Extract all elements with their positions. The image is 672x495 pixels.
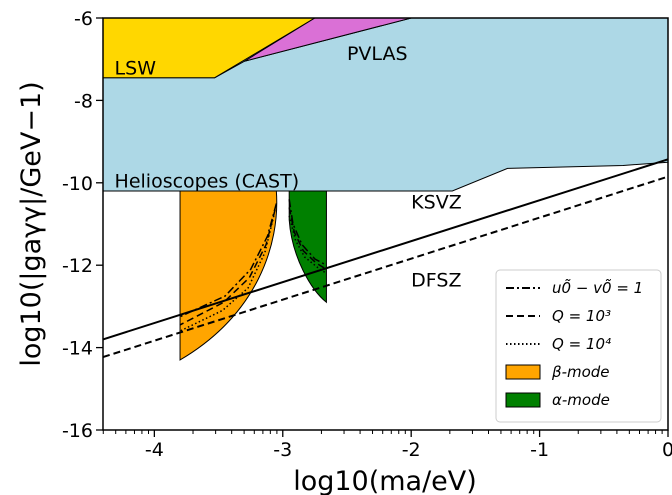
beta-curve-dotted bbox=[179, 215, 275, 332]
legend-swatch bbox=[505, 364, 541, 380]
y-tick-label: -12 bbox=[62, 255, 93, 277]
y-axis-label: log10(|gaγγ|/GeV−1) bbox=[16, 81, 47, 366]
plot-frame bbox=[102, 17, 669, 431]
y-tick-label: -14 bbox=[62, 338, 93, 360]
annotation-ksvz: KSVZ bbox=[411, 191, 462, 213]
excluded-regions bbox=[103, 18, 668, 192]
y-tick-label: -8 bbox=[74, 90, 93, 112]
region-pvlas bbox=[244, 18, 412, 62]
x-tick-label: -1 bbox=[530, 439, 549, 461]
annotation-lsw: LSW bbox=[115, 57, 157, 79]
x-tick-label: -3 bbox=[273, 439, 292, 461]
x-tick-label: -2 bbox=[402, 439, 421, 461]
region-annotations: LSW PVLAS Helioscopes (CAST) KSVZ DFSZ bbox=[115, 43, 462, 292]
x-tick-label: -4 bbox=[145, 439, 164, 461]
beta-curve-dashed bbox=[179, 209, 276, 326]
legend: u0̃ − v0̃ = 1 Q = 10³ Q = 10⁴ β-mode α-mode bbox=[495, 269, 662, 423]
x-axis-label: log10(ma/eV) bbox=[293, 466, 477, 495]
y-tick-label: -10 bbox=[62, 173, 93, 195]
model-lines bbox=[103, 158, 668, 359]
y-axis-ticks: -16 -14 -12 -10 -8 -6 bbox=[62, 8, 103, 442]
legend-label: α-mode bbox=[552, 391, 610, 409]
mode-region-beta bbox=[179, 190, 278, 361]
annotation-pvlas: PVLAS bbox=[347, 43, 408, 65]
x-axis-ticks: -4 -3 -2 -1 0 bbox=[102, 430, 672, 461]
region-helioscopes-cast bbox=[103, 18, 668, 192]
mode-region-alpha bbox=[288, 190, 327, 304]
mode-regions bbox=[179, 190, 327, 361]
annotation-dfsz: DFSZ bbox=[411, 270, 461, 292]
legend-label: u0̃ − v0̃ = 1 bbox=[552, 278, 643, 297]
legend-label: Q = 10³ bbox=[552, 307, 611, 325]
line-ksvz bbox=[103, 158, 668, 341]
annotation-helioscopes-cast: Helioscopes (CAST) bbox=[115, 171, 300, 193]
y-tick-label: -16 bbox=[62, 420, 93, 442]
alpha-curve-dashdot bbox=[288, 199, 327, 266]
legend-swatch bbox=[505, 392, 541, 408]
legend-box bbox=[495, 269, 662, 423]
x-tick-label: 0 bbox=[662, 439, 672, 461]
legend-label: β-mode bbox=[551, 363, 610, 381]
legend-label: Q = 10⁴ bbox=[552, 335, 611, 353]
y-tick-label: -6 bbox=[74, 8, 93, 30]
region-lsw bbox=[103, 18, 316, 79]
alpha-curve-dashed bbox=[288, 207, 327, 270]
